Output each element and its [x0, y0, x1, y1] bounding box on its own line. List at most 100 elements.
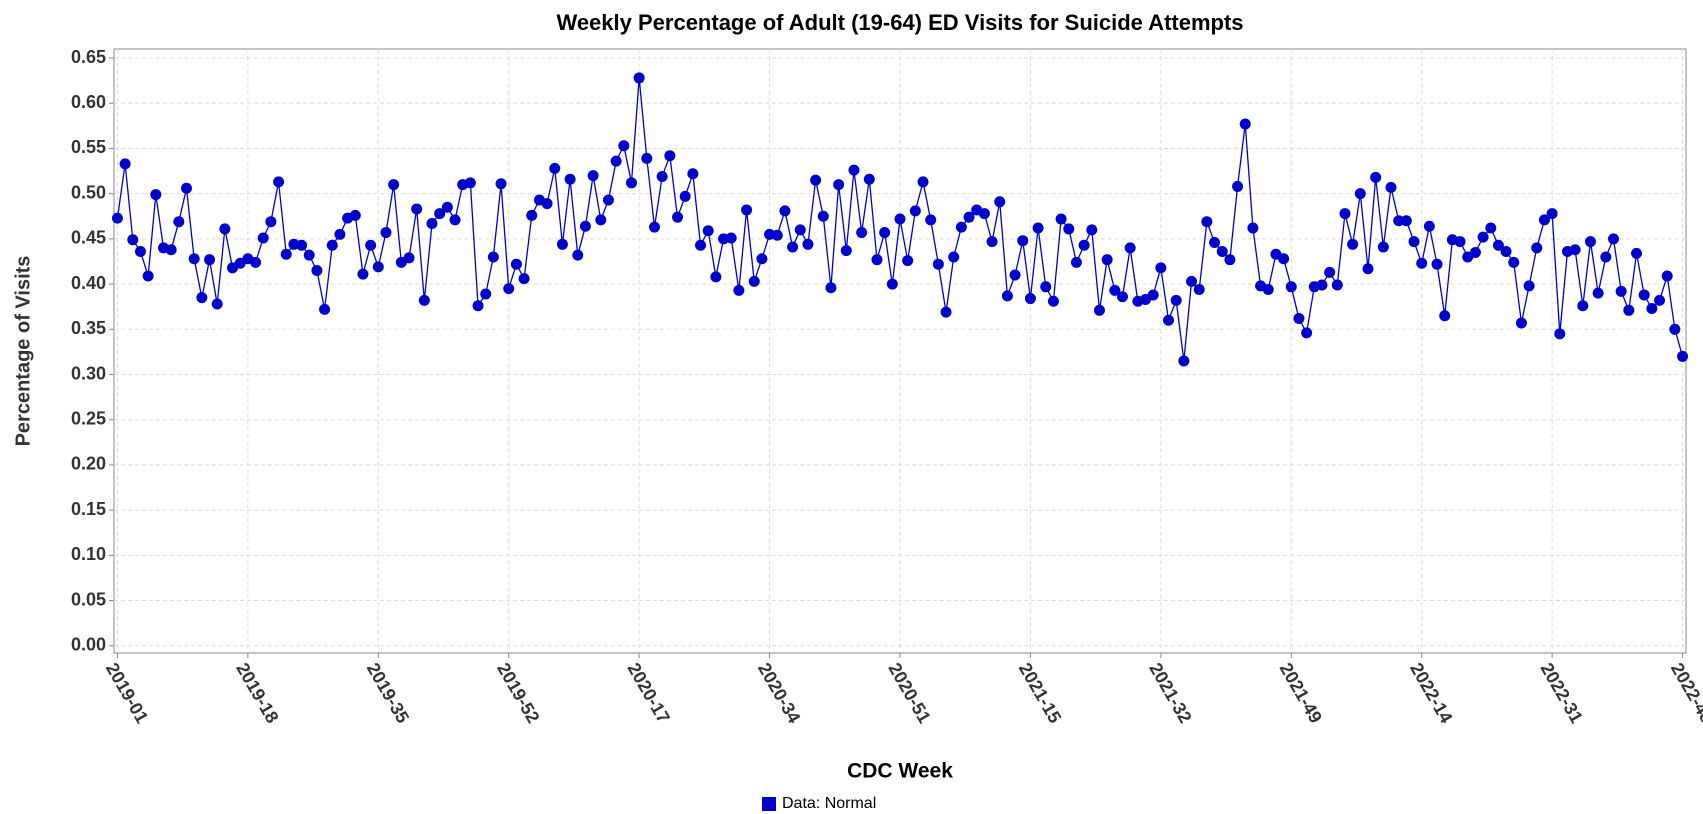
- data-point: [1347, 238, 1359, 250]
- data-point: [787, 241, 799, 253]
- data-point: [388, 179, 400, 191]
- data-point: [1055, 213, 1067, 225]
- data-point: [1677, 350, 1689, 362]
- data-point: [1538, 214, 1550, 226]
- data-point: [894, 213, 906, 225]
- data-point: [1454, 236, 1466, 248]
- data-point: [955, 221, 967, 233]
- data-point: [549, 162, 561, 174]
- data-point: [1109, 284, 1121, 296]
- data-point: [319, 303, 331, 315]
- data-point: [326, 239, 338, 251]
- data-point: [411, 203, 423, 215]
- data-point: [579, 220, 591, 232]
- y-tick-label: 0.05: [71, 589, 106, 609]
- data-point: [733, 284, 745, 296]
- data-point: [825, 282, 837, 294]
- data-point: [1431, 258, 1443, 270]
- data-point: [495, 178, 507, 190]
- data-point: [1646, 303, 1658, 315]
- x-tick-label: 2021-15: [1015, 659, 1065, 726]
- x-tick-label: 2020-34: [754, 659, 804, 726]
- y-tick-label: 0.20: [71, 454, 106, 474]
- data-point: [909, 205, 921, 217]
- data-point: [925, 214, 937, 226]
- data-point: [1654, 294, 1666, 306]
- data-point: [1193, 284, 1205, 296]
- data-point: [219, 223, 231, 235]
- x-tick-label: 2022-31: [1537, 659, 1587, 726]
- y-tick-label: 0.10: [71, 544, 106, 564]
- data-point: [618, 140, 630, 152]
- data-point: [1178, 355, 1190, 367]
- data-point: [748, 275, 760, 287]
- data-point: [564, 173, 576, 185]
- data-point: [1600, 251, 1612, 263]
- data-point: [1554, 328, 1566, 340]
- y-tick-label: 0.60: [71, 92, 106, 112]
- data-point: [518, 273, 530, 285]
- data-point: [188, 253, 200, 265]
- data-point: [541, 198, 553, 210]
- data-point: [1416, 257, 1428, 269]
- data-point: [1370, 171, 1382, 183]
- data-point: [303, 249, 315, 261]
- data-point: [833, 179, 845, 191]
- x-tick-label: 2021-49: [1276, 659, 1326, 726]
- data-point: [1354, 188, 1366, 200]
- y-tick-label: 0.35: [71, 318, 106, 338]
- x-tick-label: 2022-48: [1667, 659, 1703, 726]
- data-point: [1101, 254, 1113, 266]
- data-point: [204, 254, 216, 266]
- data-point: [633, 72, 645, 84]
- data-point: [687, 168, 699, 180]
- data-point: [127, 234, 139, 246]
- data-point: [1201, 216, 1213, 228]
- data-point: [1278, 253, 1290, 265]
- data-point: [1147, 289, 1159, 301]
- data-point: [902, 255, 914, 267]
- data-point: [1063, 223, 1075, 235]
- data-point: [273, 176, 285, 188]
- data-point: [365, 239, 377, 251]
- data-point: [334, 228, 346, 240]
- y-tick-label: 0.50: [71, 182, 106, 202]
- data-point: [510, 258, 522, 270]
- data-point: [1615, 285, 1627, 297]
- data-point: [349, 209, 361, 221]
- data-point: [856, 227, 868, 239]
- data-point: [1301, 327, 1313, 339]
- data-point: [1047, 295, 1059, 307]
- data-point: [487, 251, 499, 263]
- data-point: [265, 216, 277, 228]
- data-point: [1293, 312, 1305, 324]
- data-point: [1209, 236, 1221, 248]
- data-point: [1592, 287, 1604, 299]
- data-point: [1078, 239, 1090, 251]
- data-point: [1669, 323, 1681, 335]
- data-point: [257, 232, 269, 244]
- data-point: [1170, 294, 1182, 306]
- data-point: [441, 201, 453, 213]
- data-point: [879, 227, 891, 239]
- data-point: [1339, 208, 1351, 220]
- data-point: [1400, 215, 1412, 227]
- data-point: [672, 211, 684, 223]
- data-point: [940, 306, 952, 318]
- y-axis-title: Percentage of Visits: [12, 256, 34, 447]
- data-point: [1285, 281, 1297, 293]
- data-point: [403, 252, 415, 264]
- data-point: [1577, 300, 1589, 312]
- data-point: [587, 170, 599, 182]
- data-point: [1124, 242, 1136, 254]
- chart-title: Weekly Percentage of Adult (19-64) ED Vi…: [556, 10, 1243, 35]
- y-tick-label: 0.40: [71, 273, 106, 293]
- data-point: [1239, 118, 1251, 130]
- data-point: [1569, 244, 1581, 256]
- data-point: [1500, 246, 1512, 258]
- data-point: [1508, 256, 1520, 268]
- x-tick-label: 2019-35: [363, 659, 413, 726]
- data-point: [1362, 263, 1374, 275]
- data-point: [1546, 208, 1558, 220]
- data-point: [111, 212, 123, 224]
